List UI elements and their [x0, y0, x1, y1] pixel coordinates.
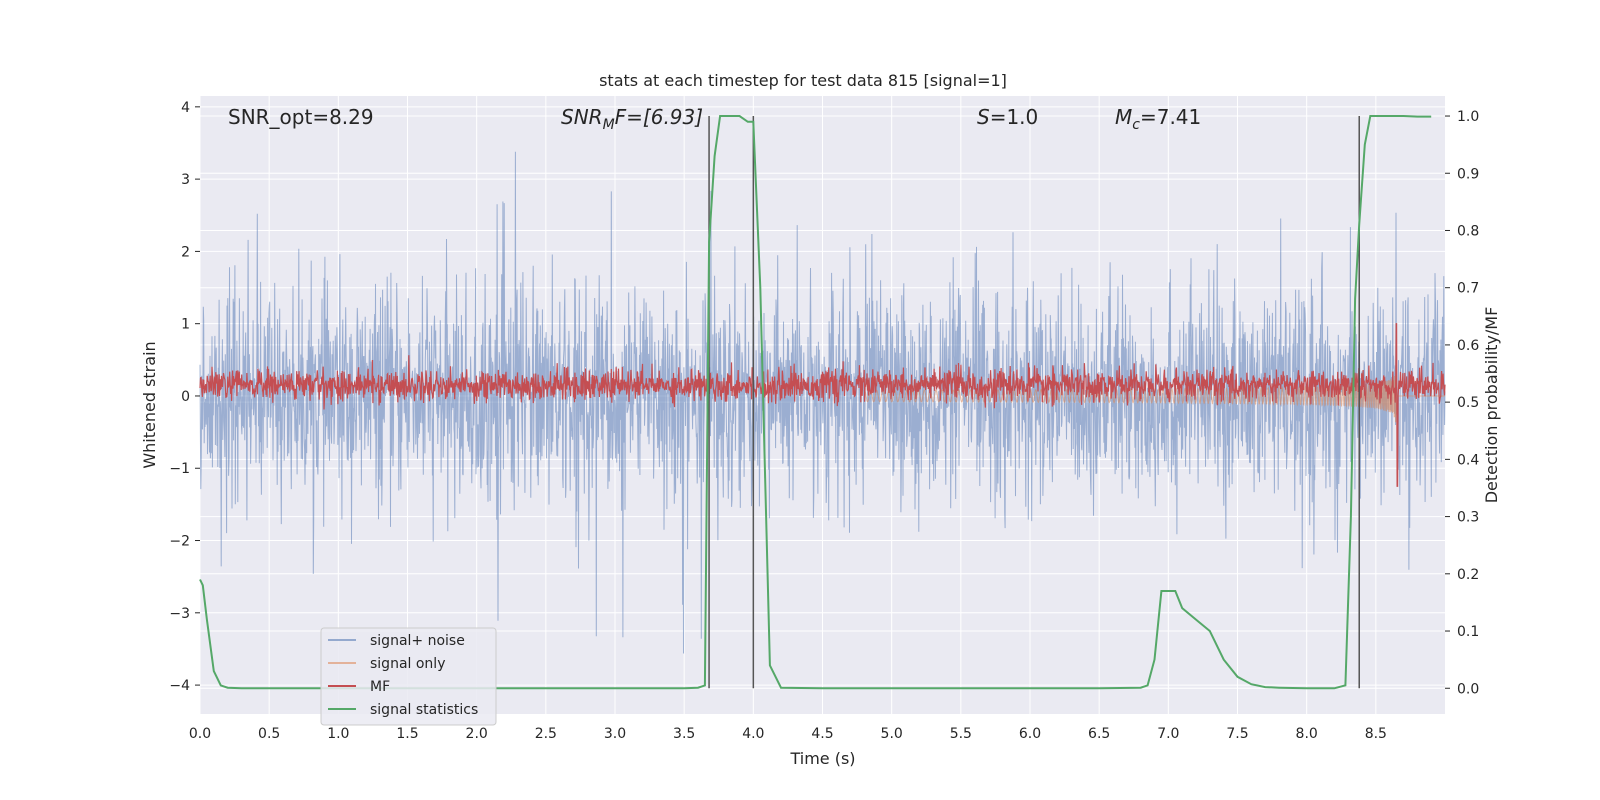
y-tick-label: 1: [181, 317, 190, 333]
x-tick-label: 1.0: [327, 726, 349, 742]
x-tick-label: 3.0: [604, 726, 626, 742]
y-right-tick-label: 0.3: [1457, 510, 1479, 526]
x-tick-label: 2.0: [466, 726, 488, 742]
y-right-tick-label: 0.9: [1457, 166, 1479, 182]
y-right-tick-label: 0.2: [1457, 567, 1479, 583]
legend-label-stat: signal statistics: [370, 702, 478, 718]
legend-box: [320, 627, 497, 726]
annotation-s-value: =1.0: [990, 105, 1039, 129]
x-tick-label: 0.5: [258, 726, 280, 742]
x-tick-label: 7.0: [1157, 726, 1179, 742]
annotation-mc-sub: c: [1132, 117, 1140, 133]
series-mf: [199, 323, 1446, 487]
y-right-tick-label: 0.6: [1457, 338, 1479, 354]
legend-label-mf: MF: [370, 679, 390, 695]
y-tick-label: −4: [169, 678, 190, 694]
y-right-tick-label: 0.1: [1457, 624, 1479, 640]
mf-line: [199, 323, 1446, 487]
y-axis-left-ticks: 4 3 2 1 0 −1 −2 −3 −4: [169, 100, 200, 694]
y-axis-right-label: Detection probability/MF: [1482, 307, 1501, 504]
x-axis-label: Time (s): [789, 749, 855, 768]
x-tick-label: 7.5: [1226, 726, 1248, 742]
x-tick-label: 8.0: [1296, 726, 1318, 742]
y-right-tick-label: 0.7: [1457, 281, 1479, 297]
y-tick-label: 3: [181, 172, 190, 188]
annotation-snr-opt: SNR_opt=8.29: [228, 105, 374, 129]
x-axis-ticks: 0.0 0.5 1.0 1.5 2.0 2.5 3.0 3.5 4.0 4.5 5.0 5.5 6.0 6…: [189, 726, 1387, 742]
y-tick-label: −1: [169, 461, 190, 477]
y-tick-label: 0: [181, 389, 190, 405]
legend-label-noise: signal+ noise: [370, 633, 465, 649]
annotation-mc-value: =7.41: [1140, 105, 1201, 129]
y-axis-label: Whitened strain: [140, 341, 159, 468]
y-right-tick-label: 0.4: [1457, 452, 1479, 468]
y-tick-label: 2: [181, 244, 190, 260]
x-tick-label: 4.0: [742, 726, 764, 742]
x-tick-label: 2.5: [535, 726, 557, 742]
annotation-snr-mf-label: SNR: [561, 105, 603, 129]
x-tick-label: 8.5: [1365, 726, 1387, 742]
noise-line: [199, 151, 1446, 654]
chart-title: stats at each timestep for test data 815…: [599, 71, 1007, 90]
legend-label-signal: signal only: [370, 656, 445, 672]
y-right-tick-label: 0.0: [1457, 681, 1479, 697]
y-tick-label: −3: [169, 606, 190, 622]
x-tick-label: 6.0: [1019, 726, 1041, 742]
x-tick-label: 5.5: [950, 726, 972, 742]
annotation-snr-mf: SNRMF=[6.93]: [561, 105, 703, 133]
annotation-s: S=1.0: [977, 105, 1038, 129]
y-tick-label: −2: [169, 534, 190, 550]
annotation-mc-label: M: [1115, 105, 1132, 129]
y-right-tick-label: 0.8: [1457, 223, 1479, 239]
y-right-tick-label: 1.0: [1457, 109, 1479, 125]
y-axis-right-ticks: 1.0 0.9 0.8 0.7 0.6 0.5 0.4 0.3 0.2 0.1 0.0: [1445, 109, 1479, 697]
annotation-mc: Mc=7.41: [1115, 105, 1201, 133]
y-tick-label: 4: [181, 100, 190, 116]
x-tick-label: 4.5: [811, 726, 833, 742]
x-tick-label: 1.5: [396, 726, 418, 742]
annotation-s-label: S: [977, 105, 990, 129]
annotation-snr-mf-rest: F=[6.93]: [615, 105, 703, 129]
legend: signal+ noise signal only MF signal stat…: [320, 627, 497, 726]
x-tick-label: 6.5: [1088, 726, 1110, 742]
series-signal-noise: [199, 151, 1446, 654]
annotation-snr-mf-sub: M: [603, 117, 615, 133]
x-tick-label: 3.5: [673, 726, 695, 742]
x-tick-label: 5.0: [881, 726, 903, 742]
x-tick-label: 0.0: [189, 726, 211, 742]
y-right-tick-label: 0.5: [1457, 395, 1479, 411]
